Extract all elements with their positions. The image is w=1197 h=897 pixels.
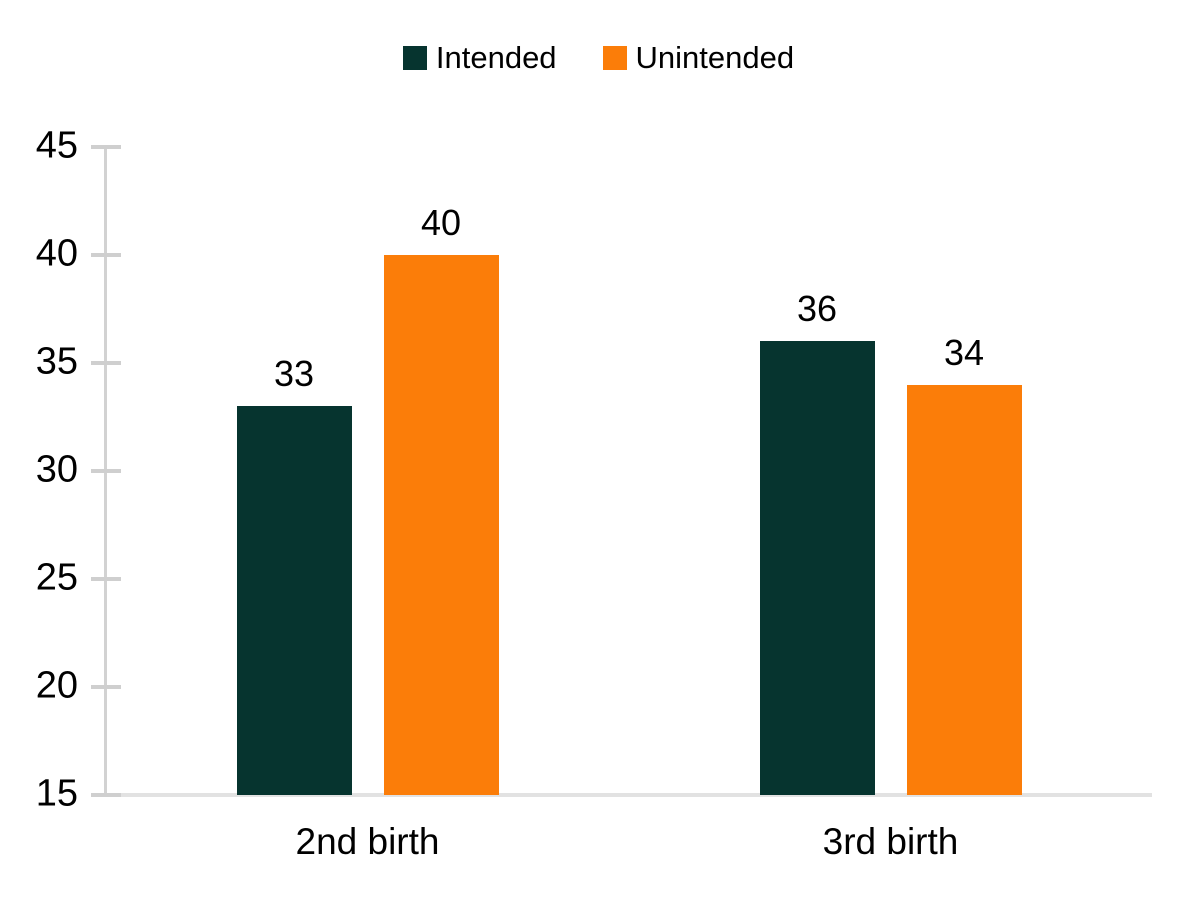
legend-swatch-icon [402,45,427,70]
legend-item: Intended [402,40,557,75]
x-axis-category-label: 2nd birth [295,821,440,862]
y-axis-tick-mark [91,145,121,149]
legend-label: Intended [435,40,557,75]
y-axis-tick-label: 15 [35,772,78,815]
y-axis-tick-mark [91,685,121,689]
y-axis-tick-mark [91,253,121,257]
bar-intended-2: 36 [759,291,875,795]
y-axis-tick-label: 20 [35,664,78,707]
y-axis-tick-label: 35 [35,340,78,383]
y-axis-tick-label: 25 [35,556,78,599]
y-axis-tick-mark [91,793,121,797]
bar-data-label: 34 [943,331,985,373]
bar-unintended-1: 40 [383,205,499,795]
bar-intended-1: 33 [236,356,352,795]
y-axis-tick-label: 45 [35,124,78,167]
y-axis-tick-mark [91,577,121,581]
y-axis-tick-mark [91,361,121,365]
y-axis-tick-mark [91,469,121,473]
y-axis-tick-label: 40 [35,232,78,275]
y-axis-tick-label: 30 [35,448,78,491]
bar-groups: 33 40 2nd birth 36 34 3rd birth [106,147,1152,860]
chart-legend: Intended Unintended [0,42,1197,73]
bar-data-label: 33 [273,353,315,395]
legend-label: Unintended [635,40,795,75]
category-group: 33 40 2nd birth [106,147,629,860]
x-axis-baseline [91,793,1152,797]
legend-item: Unintended [602,40,795,75]
bar-data-label: 40 [420,202,462,243]
x-axis-category-label: 3rd birth [822,821,959,862]
legend-swatch-icon [602,45,627,70]
bar-data-label: 36 [796,288,838,330]
plot-area: 33 40 2nd birth 36 34 3rd birth 45 40 35 30 25 20 1… [36,126,1152,860]
category-group: 36 34 3rd birth [629,147,1152,860]
bar-unintended-2: 34 [906,334,1022,795]
